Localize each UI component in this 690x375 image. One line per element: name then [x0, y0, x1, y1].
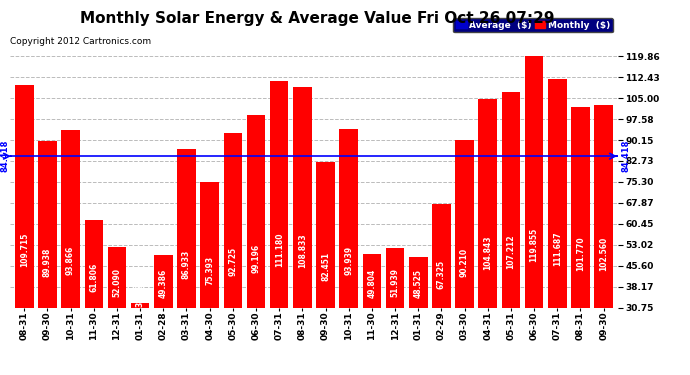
Bar [177, 149, 196, 308]
Text: 93.866: 93.866 [66, 246, 75, 276]
Text: 119.855: 119.855 [530, 228, 539, 262]
Text: 89.938: 89.938 [43, 248, 52, 278]
Bar [594, 105, 613, 308]
Bar [84, 220, 103, 308]
Bar [293, 87, 312, 308]
Text: 111.180: 111.180 [275, 232, 284, 267]
Text: 52.090: 52.090 [112, 268, 121, 297]
Bar [61, 129, 80, 308]
Bar [339, 129, 358, 308]
Bar [363, 254, 381, 308]
Bar [571, 107, 590, 308]
Text: 93.939: 93.939 [344, 246, 353, 275]
Bar [15, 85, 34, 308]
Text: Monthly Solar Energy & Average Value Fri Oct 26 07:29: Monthly Solar Energy & Average Value Fri… [80, 11, 555, 26]
Text: 48.525: 48.525 [414, 270, 423, 298]
Text: 49.804: 49.804 [367, 268, 376, 298]
Text: 90.210: 90.210 [460, 248, 469, 278]
Text: 51.939: 51.939 [391, 268, 400, 297]
Bar [38, 141, 57, 308]
Bar [154, 255, 172, 308]
Text: Copyright 2012 Cartronics.com: Copyright 2012 Cartronics.com [10, 38, 152, 46]
Bar [270, 81, 288, 308]
Bar [316, 162, 335, 308]
Text: 32.493: 32.493 [136, 278, 145, 307]
Text: 108.833: 108.833 [298, 233, 307, 268]
Text: 75.393: 75.393 [205, 256, 214, 285]
Bar [432, 204, 451, 308]
Bar [502, 92, 520, 308]
Bar [478, 99, 497, 308]
Bar [386, 248, 404, 308]
Bar [525, 56, 544, 308]
Bar [224, 133, 242, 308]
Text: 111.687: 111.687 [553, 232, 562, 266]
Text: 107.212: 107.212 [506, 234, 515, 269]
Bar [108, 248, 126, 308]
Text: 92.725: 92.725 [228, 247, 237, 276]
Bar [247, 114, 265, 308]
Text: 104.843: 104.843 [483, 236, 492, 270]
Text: 61.806: 61.806 [89, 262, 98, 292]
Bar [409, 257, 428, 307]
Legend: Average  ($), Monthly  ($): Average ($), Monthly ($) [453, 18, 613, 33]
Text: 99.196: 99.196 [252, 244, 261, 273]
Text: 109.715: 109.715 [20, 233, 29, 267]
Text: 101.770: 101.770 [576, 237, 585, 272]
Text: 49.386: 49.386 [159, 269, 168, 298]
Bar [455, 140, 474, 308]
Text: 82.451: 82.451 [321, 252, 330, 281]
Text: 102.560: 102.560 [599, 237, 608, 271]
Bar [548, 79, 566, 308]
Text: 67.325: 67.325 [437, 260, 446, 289]
Text: 84.418: 84.418 [0, 140, 9, 172]
Bar [131, 303, 150, 307]
Text: 84.418: 84.418 [621, 140, 630, 172]
Text: 86.933: 86.933 [182, 250, 191, 279]
Bar [200, 182, 219, 308]
